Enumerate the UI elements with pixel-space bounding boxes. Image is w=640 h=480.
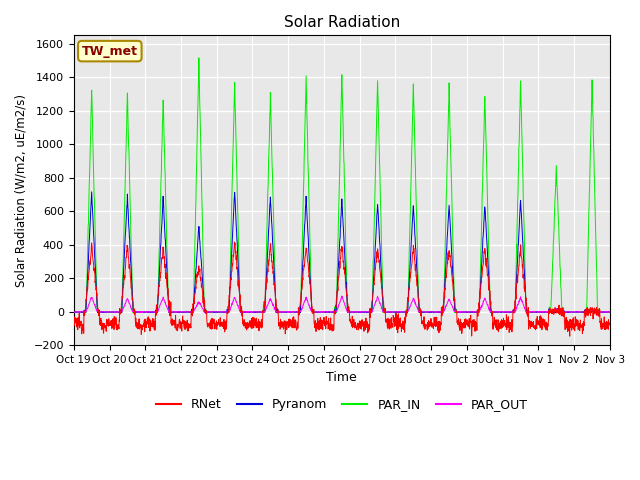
Text: TW_met: TW_met bbox=[82, 45, 138, 58]
Title: Solar Radiation: Solar Radiation bbox=[284, 15, 400, 30]
Y-axis label: Solar Radiation (W/m2, uE/m2/s): Solar Radiation (W/m2, uE/m2/s) bbox=[15, 94, 28, 287]
X-axis label: Time: Time bbox=[326, 371, 357, 384]
Legend: RNet, Pyranom, PAR_IN, PAR_OUT: RNet, Pyranom, PAR_IN, PAR_OUT bbox=[151, 394, 532, 417]
